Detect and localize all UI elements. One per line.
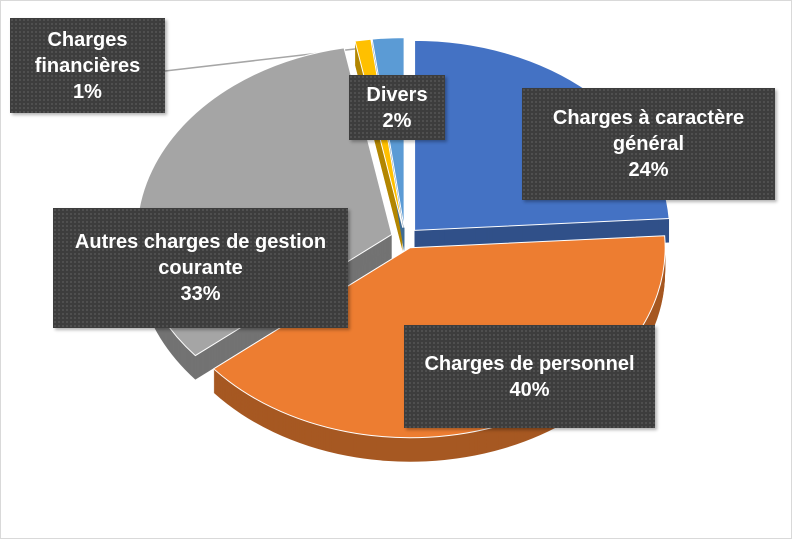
- label-category: Charges financières: [34, 28, 141, 77]
- data-label: Autres charges de gestion courante 33%: [53, 208, 348, 328]
- label-value: 24%: [628, 159, 669, 181]
- label-value: 2%: [382, 109, 412, 132]
- label-category: Charges à caractère général: [552, 107, 745, 155]
- label-category: Charges de personnel: [424, 352, 635, 375]
- data-label: Divers 2%: [349, 75, 445, 140]
- label-category: Divers: [366, 83, 428, 106]
- label-value: 1%: [73, 80, 102, 103]
- data-label: Charges de personnel 40%: [404, 325, 655, 428]
- data-label: Charges à caractère général 24%: [522, 88, 775, 200]
- label-category: Autres charges de gestion courante: [74, 231, 327, 279]
- label-value: 40%: [509, 378, 550, 401]
- data-label: Charges financières 1%: [10, 18, 165, 113]
- label-value: 33%: [180, 283, 221, 305]
